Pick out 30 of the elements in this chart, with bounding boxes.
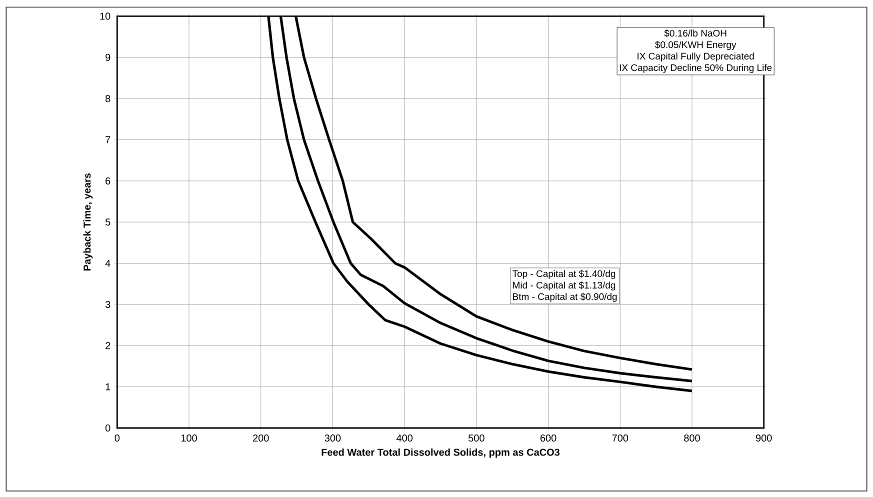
annotation: $0.05/KWH Energy (655, 40, 736, 50)
y-tick-label: 2 (106, 342, 110, 350)
x-tick-label: 900 (756, 434, 772, 442)
x-tick-label: 800 (684, 434, 700, 442)
x-tick-label: 500 (468, 434, 484, 442)
x-axis-title: Feed Water Total Dissolved Solids, ppm as CaCO3 (322, 448, 560, 458)
annotation: Btm - Capital at $0.90/dg (513, 292, 617, 302)
x-tick-label: 400 (396, 434, 413, 442)
annotation: Mid - Capital at $1.13/dg (513, 281, 616, 290)
y-tick-label: 9 (106, 54, 110, 61)
annotation: IX Capacity Decline 50% During Life (620, 64, 772, 73)
x-tick-label: 700 (612, 434, 628, 442)
y-tick-label: 8 (106, 94, 110, 102)
y-tick-label: 6 (106, 177, 110, 184)
x-tick-label: 100 (181, 434, 197, 442)
y-tick-label: 5 (105, 218, 110, 226)
x-tick-label: 0 (114, 434, 120, 442)
y-tick-label: 10 (100, 12, 110, 20)
annotation: $0.16/lb NaOH (664, 29, 726, 38)
x-tick-label: 300 (324, 434, 341, 442)
y-tick-label: 7 (106, 136, 110, 144)
y-tick-label: 1 (106, 383, 110, 390)
annotation: Top - Capital at $1.40/dg (512, 270, 616, 279)
annotation: IX Capital Fully Depreciated (638, 52, 754, 62)
x-tick-label: 600 (540, 434, 556, 442)
y-axis-title: Payback Time, years (83, 173, 93, 270)
y-tick-label: 3 (105, 300, 110, 308)
y-tick-label: 4 (105, 260, 110, 267)
x-tick-label: 200 (253, 434, 269, 442)
y-tick-label: 0 (105, 424, 110, 432)
